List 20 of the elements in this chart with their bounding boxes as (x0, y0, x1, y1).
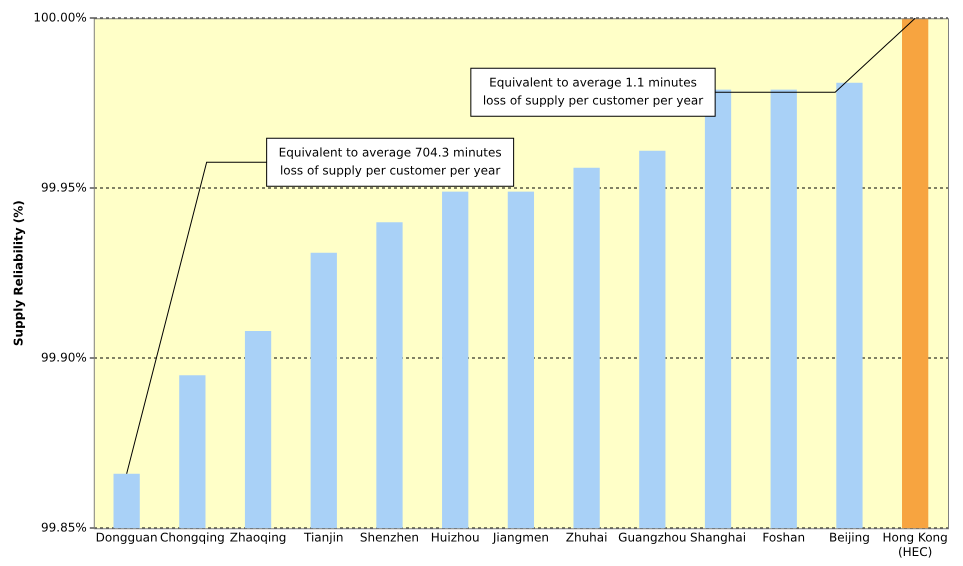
x-tick-label: Beijing (829, 530, 870, 545)
x-tick-label: Hong Kong (HEC) (882, 530, 948, 559)
x-tick-label: Shanghai (690, 530, 746, 545)
x-tick-label: Huizhou (430, 530, 480, 545)
y-tick-label: 100.00% (33, 10, 87, 24)
y-axis-title: Supply Reliability (%) (11, 200, 26, 346)
x-tick-label: Dongguan (96, 530, 158, 545)
annotation: Equivalent to average 1.1 minutes loss of supply per customer per year (482, 75, 704, 108)
x-tick-label: Tianjin (303, 530, 344, 545)
x-tick-label: Zhuhai (566, 530, 608, 545)
x-tick-label: Shenzhen (360, 530, 420, 545)
x-tick-label: Zhaoqing (230, 530, 286, 545)
y-tick-label: 99.85% (41, 520, 87, 534)
x-tick-label: Guangzhou (618, 530, 686, 545)
annotation: Equivalent to average 704.3 minutes loss of supply per customer per year (278, 145, 502, 178)
x-tick-label: Chongqing (160, 530, 225, 545)
y-tick-label: 99.90% (41, 350, 87, 364)
y-tick-label: 99.95% (41, 180, 87, 194)
x-tick-label: Jiangmen (492, 530, 549, 545)
x-tick-label: Foshan (762, 530, 806, 545)
